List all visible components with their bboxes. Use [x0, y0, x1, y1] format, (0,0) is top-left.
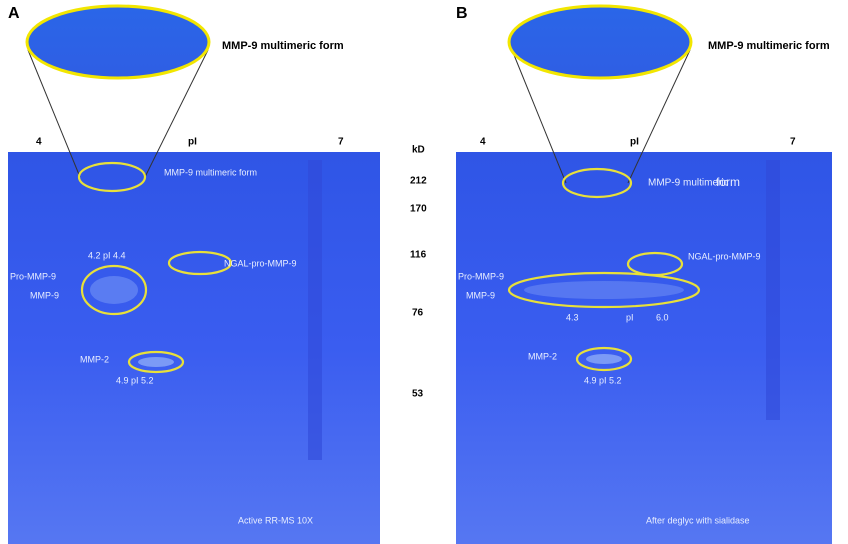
zoom-label: MMP-9 multimeric form: [222, 40, 344, 52]
zoom-ellipse: [509, 6, 691, 78]
annotation: Pro-MMP-9: [458, 271, 504, 281]
gel-streak: [308, 160, 322, 460]
gel: [8, 152, 380, 544]
zoom-ellipse: [27, 6, 209, 78]
spot: [90, 276, 138, 304]
spot: [586, 354, 622, 364]
annotation: 4.3: [566, 312, 579, 322]
axis-label: 4: [480, 137, 486, 148]
kd-marker: 116: [410, 250, 427, 261]
annotation: 4.9 pI 5.2: [584, 375, 622, 385]
kd-marker: 76: [412, 308, 424, 319]
annotation: MMP-2: [528, 351, 557, 361]
panel-label: B: [456, 5, 468, 22]
panel-label: A: [8, 5, 20, 22]
spot: [138, 357, 174, 367]
annotation: NGAL-pro-MMP-9: [688, 251, 761, 261]
annotation: 4.2 pI 4.4: [88, 250, 126, 260]
axis-label: 4: [36, 137, 42, 148]
caption: Active RR-MS 10X: [238, 515, 313, 525]
spot: [524, 281, 684, 299]
annotation: MMP-2: [80, 354, 109, 364]
axis-label: pI: [188, 137, 197, 148]
zoom-label: MMP-9 multimeric form: [708, 40, 830, 52]
figure: A MMP-9 multimeric form 4 pI 7 kD 212 17…: [0, 0, 848, 544]
axis-label: pI: [630, 137, 639, 148]
kd-marker: 170: [410, 204, 427, 215]
annotation: 6.0: [656, 312, 669, 322]
annotation: form: [716, 175, 740, 189]
panel-a: A MMP-9 multimeric form 4 pI 7 kD 212 17…: [8, 5, 427, 544]
annotation: NGAL-pro-MMP-9: [224, 258, 297, 268]
annotation: MMP-9: [30, 290, 59, 300]
annotation: Pro-MMP-9: [10, 271, 56, 281]
annotation: pI: [626, 312, 634, 322]
gel-streak: [766, 160, 780, 420]
annotation: MMP-9 multimeric form: [164, 167, 257, 177]
kd-marker: 53: [412, 389, 424, 400]
caption: After deglyc with sialidase: [646, 515, 750, 525]
axis-label: 7: [338, 137, 344, 148]
kd-title: kD: [412, 145, 425, 156]
annotation: 4.9 pI 5.2: [116, 375, 154, 385]
panel-b: B MMP-9 multimeric form 4 pI 7 MMP-9 mul…: [456, 5, 832, 544]
kd-marker: 212: [410, 176, 427, 187]
axis-label: 7: [790, 137, 796, 148]
annotation: MMP-9: [466, 290, 495, 300]
